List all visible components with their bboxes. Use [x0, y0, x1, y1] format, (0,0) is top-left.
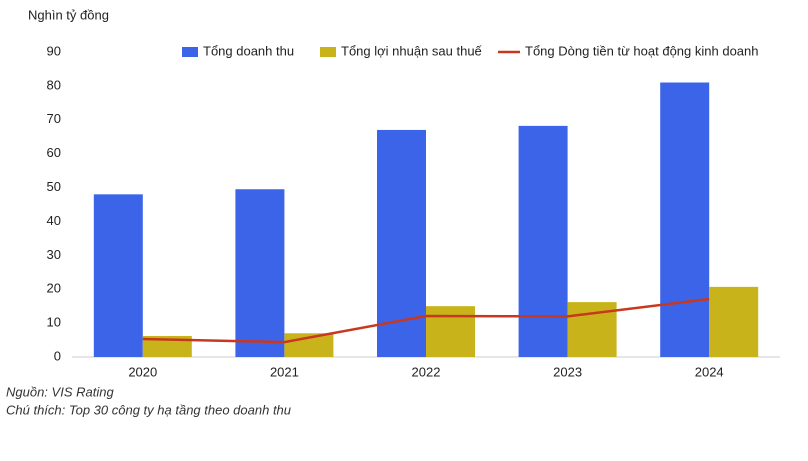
y-tick-label: 80: [47, 77, 61, 92]
y-tick-label: 70: [47, 111, 61, 126]
x-tick-label: 2024: [695, 364, 724, 379]
y-tick-label: 10: [47, 315, 61, 330]
legend-label: Tổng lợi nhuận sau thuế: [341, 43, 483, 58]
y-tick-label: 90: [47, 43, 61, 58]
y-tick-label: 50: [47, 179, 61, 194]
legend-swatch: [182, 47, 198, 57]
note: Chú thích: Top 30 công ty hạ tầng theo d…: [6, 402, 291, 417]
x-tick-label: 2020: [128, 364, 157, 379]
x-tick-label: 2022: [412, 364, 441, 379]
bar: [660, 82, 710, 357]
x-tick-label: 2021: [270, 364, 299, 379]
legend-label: Tổng Dòng tiền từ hoạt động kinh doanh: [525, 43, 759, 58]
line: [142, 297, 710, 344]
legend-swatch: [320, 47, 336, 57]
legend-label: Tổng doanh thu: [203, 43, 294, 58]
bar: [426, 306, 475, 357]
bar: [518, 125, 568, 357]
y-tick-label: 30: [47, 247, 61, 262]
y-tick-label: 0: [54, 348, 61, 363]
bar: [709, 286, 759, 357]
bar: [142, 335, 192, 357]
bar: [235, 189, 285, 357]
bar: [377, 129, 426, 357]
bar: [93, 194, 143, 357]
x-tick-label: 2023: [553, 364, 582, 379]
y-axis-label: Nghìn tỷ đồng: [28, 7, 109, 22]
y-tick-label: 20: [47, 281, 61, 296]
y-tick-label: 40: [47, 213, 61, 228]
y-tick-label: 60: [47, 145, 61, 160]
source: Nguồn: VIS Rating: [6, 384, 114, 399]
